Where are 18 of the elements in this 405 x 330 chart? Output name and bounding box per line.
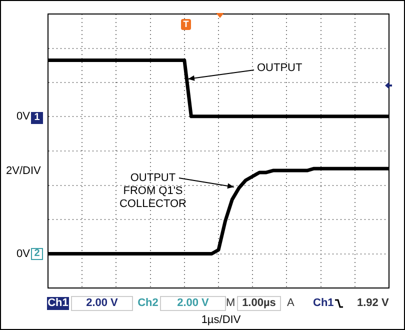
annotation: OUTPUT FROM Q1'S COLLECTOR: [118, 172, 188, 211]
text: 0V: [16, 110, 31, 122]
channel-badge: 2: [31, 248, 43, 260]
text: 2.00 V: [160, 296, 226, 311]
text: Ch1: [313, 297, 334, 310]
text: 2V/DIV: [6, 165, 41, 178]
text: Ch2: [136, 297, 160, 310]
text: 1µs/DIV: [200, 314, 242, 327]
channel-badge: 1: [31, 112, 43, 124]
trigger-badge: T: [181, 19, 191, 30]
text: Ch1: [47, 297, 69, 310]
text: 2.00 V: [71, 296, 133, 311]
text: M: [226, 297, 236, 310]
text: A: [287, 297, 294, 310]
annotation: OUTPUT: [257, 62, 302, 75]
text: 1.00µs: [237, 296, 281, 311]
text: 0V: [16, 248, 31, 260]
text: 1.92 V: [357, 297, 389, 310]
